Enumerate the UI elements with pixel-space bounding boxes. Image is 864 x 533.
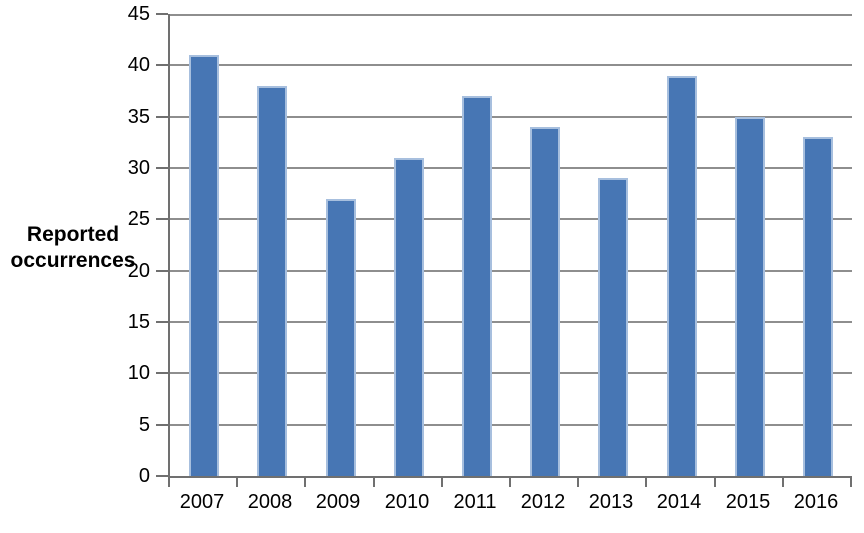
x-axis-tick-label-2014: 2014 bbox=[656, 491, 702, 513]
y-axis-tick-label-0: 0 bbox=[138, 465, 150, 487]
bar-2008 bbox=[257, 86, 287, 476]
gridline-25 bbox=[170, 218, 852, 220]
x-axis-tick-8 bbox=[714, 478, 716, 487]
x-axis-tick-7 bbox=[645, 478, 647, 487]
gridline-40 bbox=[170, 64, 852, 66]
y-axis-tick-label-10: 10 bbox=[127, 362, 150, 384]
gridline-30 bbox=[170, 167, 852, 169]
bar-2014 bbox=[667, 76, 697, 476]
bar-2011 bbox=[462, 96, 492, 476]
y-axis-tick-30 bbox=[156, 167, 168, 169]
y-axis-tick-10 bbox=[156, 372, 168, 374]
y-axis-tick-25 bbox=[156, 218, 168, 220]
y-axis-title: Reported occurrences bbox=[10, 223, 136, 272]
bar-2015 bbox=[735, 117, 765, 476]
bar-2016 bbox=[803, 137, 833, 476]
x-axis-tick-0 bbox=[168, 478, 170, 487]
x-axis-tick-label-2015: 2015 bbox=[725, 491, 771, 513]
y-axis-tick-40 bbox=[156, 64, 168, 66]
y-axis-tick-5 bbox=[156, 424, 168, 426]
gridline-10 bbox=[170, 372, 852, 374]
x-axis-tick-2 bbox=[304, 478, 306, 487]
x-axis-tick-label-2013: 2013 bbox=[588, 491, 634, 513]
y-axis-tick-label-40: 40 bbox=[127, 54, 150, 76]
x-axis-tick-4 bbox=[441, 478, 443, 487]
y-axis-tick-label-45: 45 bbox=[127, 3, 150, 25]
x-axis-tick-label-2012: 2012 bbox=[520, 491, 566, 513]
y-axis-tick-15 bbox=[156, 321, 168, 323]
x-axis-tick-5 bbox=[509, 478, 511, 487]
x-axis-tick-label-2008: 2008 bbox=[247, 491, 293, 513]
gridline-15 bbox=[170, 321, 852, 323]
bar-2013 bbox=[598, 178, 628, 476]
y-axis-tick-label-30: 30 bbox=[127, 157, 150, 179]
x-axis-tick-9 bbox=[782, 478, 784, 487]
x-axis-tick-6 bbox=[577, 478, 579, 487]
y-axis-tick-label-5: 5 bbox=[138, 414, 150, 436]
x-axis-tick-label-2010: 2010 bbox=[384, 491, 430, 513]
x-axis-tick-label-2009: 2009 bbox=[315, 491, 361, 513]
plot-area bbox=[168, 14, 852, 478]
y-axis-tick-label-15: 15 bbox=[127, 311, 150, 333]
gridline-5 bbox=[170, 424, 852, 426]
y-axis-tick-label-35: 35 bbox=[127, 106, 150, 128]
gridline-35 bbox=[170, 116, 852, 118]
gridline-20 bbox=[170, 270, 852, 272]
gridline-45 bbox=[170, 14, 852, 16]
x-axis-tick-1 bbox=[236, 478, 238, 487]
y-axis-tick-45 bbox=[156, 13, 168, 15]
bar-2010 bbox=[394, 158, 424, 476]
bar-2012 bbox=[530, 127, 560, 476]
bar-2009 bbox=[326, 199, 356, 476]
bar-2007 bbox=[189, 55, 219, 476]
x-axis-tick-label-2007: 2007 bbox=[179, 491, 225, 513]
x-axis-tick-10 bbox=[850, 478, 852, 487]
y-axis-tick-20 bbox=[156, 270, 168, 272]
x-axis-tick-label-2011: 2011 bbox=[453, 491, 497, 513]
y-axis-tick-35 bbox=[156, 116, 168, 118]
y-axis-tick-label-25: 25 bbox=[127, 208, 150, 230]
x-axis-tick-label-2016: 2016 bbox=[793, 491, 839, 513]
y-axis-tick-0 bbox=[156, 475, 168, 477]
x-axis-tick-3 bbox=[373, 478, 375, 487]
y-axis-tick-label-20: 20 bbox=[127, 260, 150, 282]
